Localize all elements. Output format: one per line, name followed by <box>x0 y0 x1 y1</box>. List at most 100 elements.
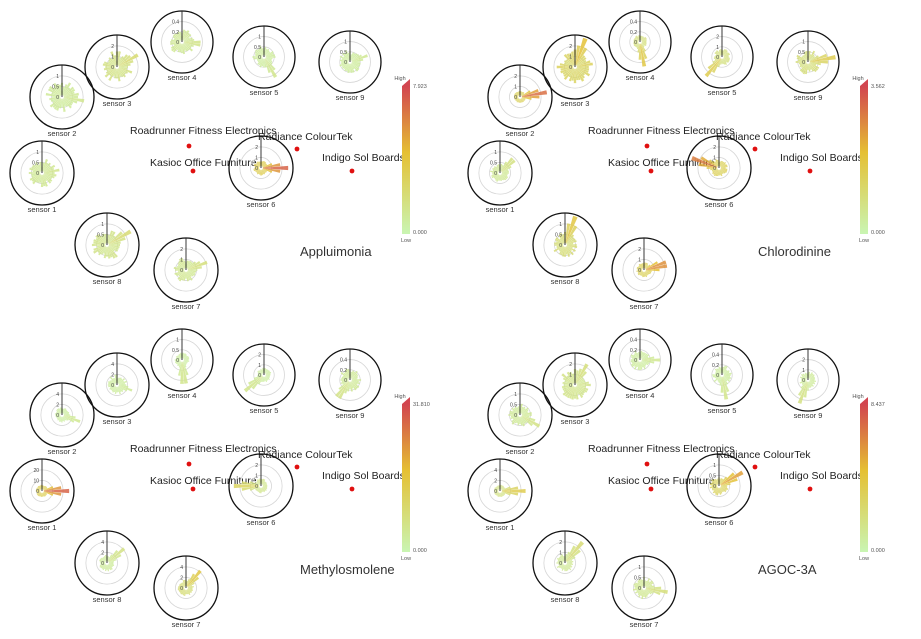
factory-marker[interactable] <box>186 143 192 149</box>
factory-marker[interactable] <box>294 146 300 152</box>
petal-bar <box>576 377 584 384</box>
petal-bar <box>43 492 47 496</box>
petal-bar <box>566 234 575 244</box>
petal-bar <box>500 174 504 181</box>
petal-bar <box>36 491 41 493</box>
petal-bar <box>264 368 267 374</box>
factory-marker[interactable] <box>644 143 650 149</box>
factory-marker[interactable] <box>190 168 196 174</box>
factory-label: Indigo Sol Boards <box>780 470 863 482</box>
tick-label: 2 <box>255 145 258 151</box>
petal-bar <box>42 174 46 187</box>
factory-marker[interactable] <box>752 146 758 152</box>
factory-marker[interactable] <box>648 168 654 174</box>
petal-bar <box>720 169 726 174</box>
petal-bar <box>511 416 519 425</box>
tick-label: 10 <box>33 478 39 484</box>
petal-bar <box>723 371 730 375</box>
petal-bar <box>118 386 124 391</box>
petal-bar <box>108 246 115 252</box>
petal-bar <box>42 174 48 182</box>
petal-bar <box>174 360 181 364</box>
petal-bar <box>512 415 519 420</box>
petal-bar <box>35 490 41 492</box>
petal-bar <box>575 68 585 82</box>
petal-bar <box>500 161 508 172</box>
factory-marker[interactable] <box>349 168 355 174</box>
factory-marker[interactable] <box>807 486 813 492</box>
petal-bar <box>258 169 261 175</box>
petal-bar <box>711 479 718 485</box>
petal-bar <box>263 376 265 382</box>
petal-bar <box>182 43 186 55</box>
factory-marker[interactable] <box>186 461 192 467</box>
petal-bar <box>493 489 499 491</box>
petal-bar <box>102 564 107 571</box>
factory-marker[interactable] <box>294 464 300 470</box>
tick-label: 2 <box>716 35 719 41</box>
petal-bar <box>187 569 202 587</box>
legend-min-value: 0.000 <box>871 230 885 236</box>
petal-bar <box>258 58 264 66</box>
petal-bar <box>42 492 45 497</box>
petal-bar <box>711 481 718 486</box>
petal-bar <box>93 245 106 254</box>
petal-bar <box>351 381 358 389</box>
factory-marker[interactable] <box>807 168 813 174</box>
factory-marker[interactable] <box>644 461 650 467</box>
petal-bar <box>645 268 660 272</box>
petal-bar <box>108 235 116 244</box>
petal-bar <box>108 563 114 567</box>
petal-bar <box>187 261 197 269</box>
petal-bar <box>576 68 585 76</box>
petal-bar <box>808 381 813 387</box>
petal-bar <box>521 97 526 100</box>
petal-bar <box>633 39 639 42</box>
petal-bar <box>63 416 67 421</box>
factory-marker[interactable] <box>190 486 196 492</box>
factory-marker[interactable] <box>349 486 355 492</box>
petal-bar <box>716 159 719 167</box>
petal-bar <box>712 375 721 378</box>
petal-bar <box>180 258 186 269</box>
sensor-label: sensor 9 <box>794 93 823 102</box>
factory-marker[interactable] <box>648 486 654 492</box>
factory-marker[interactable] <box>752 464 758 470</box>
